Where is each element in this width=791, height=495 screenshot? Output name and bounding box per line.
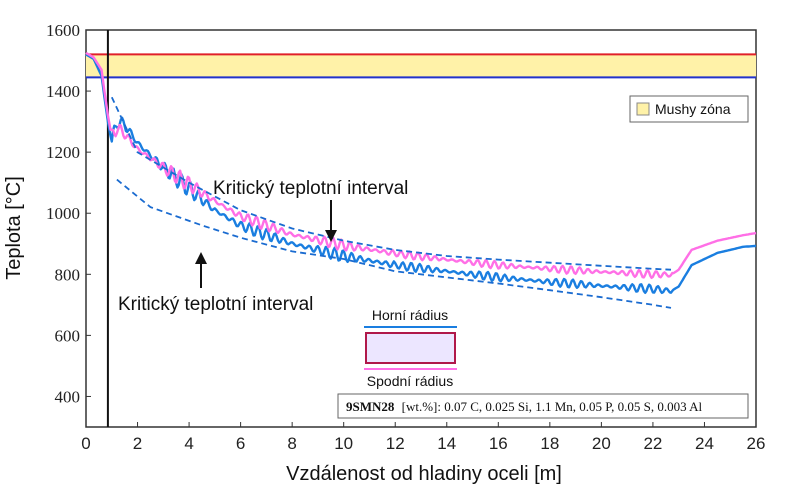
y-tick-label: 1400 [46,82,80,101]
x-tick-label: 22 [643,434,662,453]
x-tick-label: 16 [489,434,508,453]
x-tick-label: 26 [747,434,766,453]
x-tick-label: 8 [287,434,296,453]
y-tick-label: 1200 [46,143,80,162]
x-tick-label: 4 [184,434,193,453]
annotation-upper-arrow-head [325,230,337,242]
y-tick-label: 600 [55,326,81,345]
x-tick-label: 24 [695,434,714,453]
series-group [85,51,757,295]
x-axis-ticks: 0 2 4 6 8 10 12 14 16 18 20 22 24 26 [81,422,765,453]
composition-grade: 9SMN28 [346,399,395,414]
y-tick-label: 800 [55,265,81,284]
x-tick-label: 12 [386,434,405,453]
composition-text: 9SMN28 [wt.%]: 0.07 C, 0.025 Si, 1.1 Mn,… [346,399,703,414]
plot-frame [85,29,757,428]
x-tick-label: 2 [133,434,142,453]
x-tick-label: 6 [236,434,245,453]
series-line-horni-radius [85,53,757,295]
critical-lower-line [116,178,672,309]
annotation-upper: Kritický teplotní interval [213,178,408,199]
x-tick-label: 10 [334,434,353,453]
legend-radius-box [365,332,456,364]
annotation-lower-arrow-head [195,252,207,264]
series-line-spodni-radius [85,51,757,279]
y-axis-ticks: 400 600 800 1000 1200 1400 1600 [46,21,91,406]
y-tick-label: 1600 [46,21,80,40]
x-tick-label: 14 [437,434,456,453]
mushy-legend-swatch [636,102,650,116]
x-tick-label: 18 [540,434,559,453]
x-axis-label: Vzdálenost od hladiny oceli [m] [286,463,562,485]
composition-box [337,393,749,419]
annotation-lower: Kritický teplotní interval [118,294,313,315]
legend-bottom-label: Spodní rádius [367,373,453,389]
critical-upper-line [110,96,672,271]
composition-detail: [wt.%]: 0.07 C, 0.025 Si, 1.1 Mn, 0.05 P… [402,399,703,414]
x-tick-label: 0 [81,434,90,453]
y-axis-label: Teplota [°C] [3,176,25,280]
x-tick-label: 20 [592,434,611,453]
mushy-legend-label: Mushy zóna [655,101,731,117]
critical-interval-group [110,96,672,309]
mushy-legend-frame [629,95,749,123]
y-tick-label: 1000 [46,204,80,223]
y-tick-label: 400 [55,387,81,406]
mushy-zone-band [86,54,756,78]
legend-top-label: Horní rádius [372,307,448,323]
